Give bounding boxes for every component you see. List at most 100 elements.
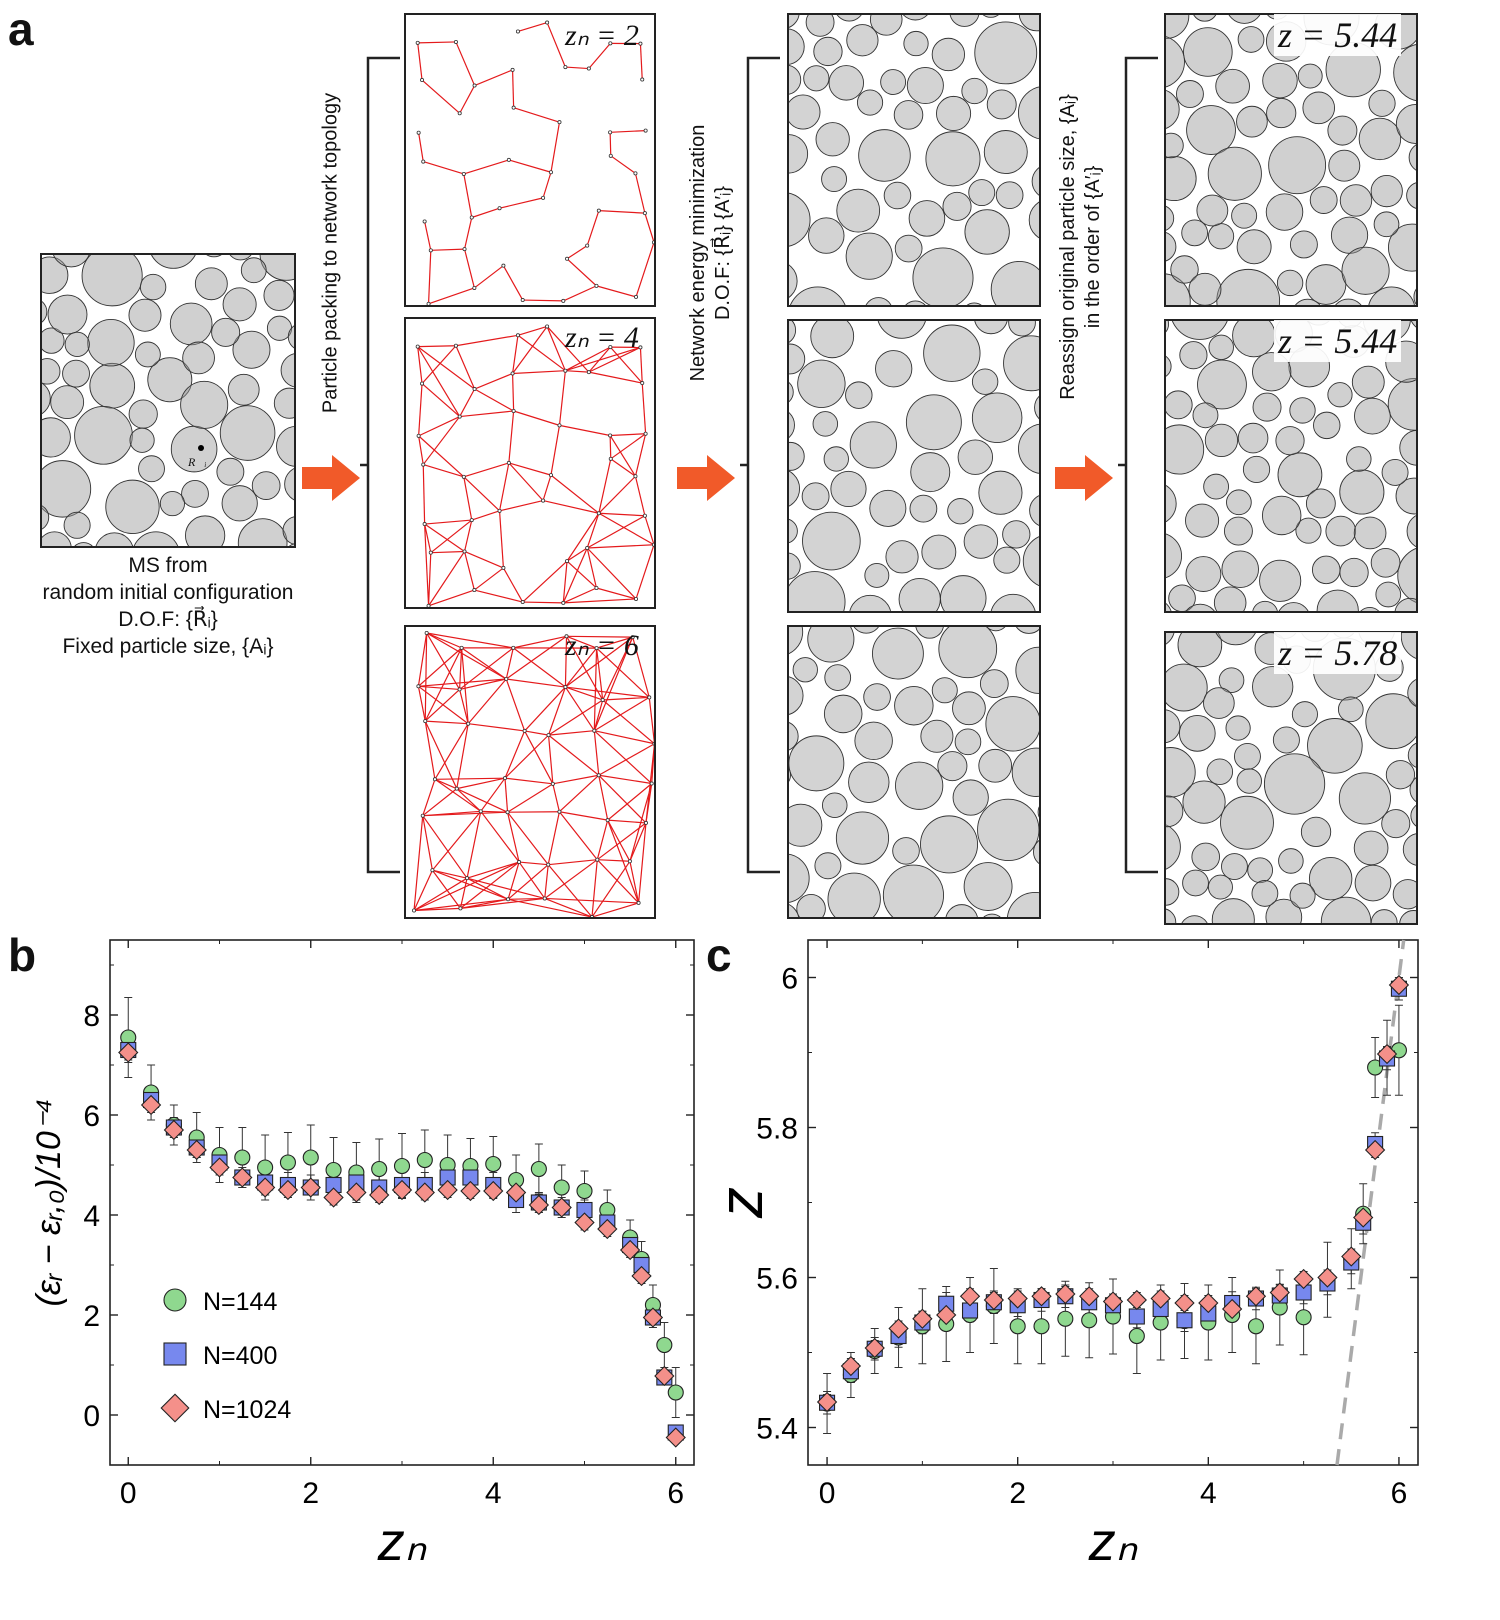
- network-panel-zn6: [404, 625, 656, 919]
- network-node: [608, 130, 613, 135]
- particle-disc: [1185, 503, 1220, 538]
- network-node: [472, 285, 477, 290]
- particle-disc: [1164, 663, 1208, 712]
- network-node: [557, 423, 562, 428]
- particle-disc: [1227, 13, 1262, 24]
- network-edge: [460, 861, 520, 909]
- particle-disc: [835, 811, 890, 865]
- particle-disc: [912, 247, 974, 307]
- particle-disc: [1225, 715, 1251, 741]
- network-edge: [598, 210, 645, 214]
- particle-disc: [908, 200, 946, 237]
- network-edge: [424, 632, 428, 722]
- network-edge: [463, 173, 473, 218]
- particle-disc: [276, 425, 296, 467]
- step3-line-1: Reassign original particle size, {Aᵢ}: [1057, 94, 1079, 400]
- particle-disc: [1180, 915, 1209, 925]
- network-edge: [552, 783, 560, 812]
- y-tick-label: 5.4: [756, 1413, 798, 1446]
- particle-disc: [1297, 63, 1323, 89]
- particle-disc: [1221, 853, 1248, 880]
- network-edge: [417, 346, 475, 390]
- particle-disc: [796, 893, 826, 919]
- network-edge: [417, 41, 456, 44]
- network-edge: [593, 730, 600, 776]
- particle-disc: [1305, 264, 1347, 305]
- particle-disc: [1237, 422, 1269, 454]
- particle-disc: [1339, 184, 1373, 217]
- network-edge: [424, 524, 430, 606]
- particle-disc: [63, 511, 91, 539]
- particle-disc: [808, 217, 845, 254]
- particle-disc: [1207, 146, 1262, 201]
- particle-disc: [957, 439, 994, 475]
- particle-disc: [858, 129, 911, 182]
- network-edge: [434, 778, 482, 812]
- particle-disc: [978, 748, 1013, 783]
- bracket: [740, 56, 780, 874]
- network-edge: [508, 159, 552, 173]
- particle-disc: [1247, 857, 1273, 884]
- network-edge: [591, 859, 598, 918]
- data-point: [118, 1042, 139, 1063]
- particle-disc: [1192, 13, 1218, 22]
- network-edge: [413, 869, 433, 911]
- network-node: [605, 818, 610, 823]
- network-edge: [550, 425, 561, 476]
- network-edge: [542, 172, 552, 199]
- network-edge: [609, 346, 643, 384]
- network-node: [548, 170, 553, 175]
- particle-disc: [1358, 117, 1402, 161]
- particle-disc: [263, 279, 295, 311]
- particle-disc: [1216, 268, 1281, 307]
- network-node: [649, 781, 654, 786]
- network-node: [461, 474, 466, 479]
- caption-line-1: MS from: [128, 554, 208, 577]
- network-edge: [591, 902, 639, 918]
- network-edge: [547, 686, 566, 736]
- network-edge: [468, 723, 525, 732]
- network-edge: [424, 720, 458, 789]
- data-point: [277, 1179, 299, 1201]
- data-point: [460, 1180, 481, 1202]
- particle-disc: [852, 625, 881, 634]
- network-edge: [544, 864, 549, 899]
- network-edge: [593, 730, 653, 784]
- data-point: [864, 1337, 885, 1359]
- data-point: [576, 1182, 593, 1200]
- network-node: [415, 40, 420, 45]
- network-node: [421, 462, 426, 467]
- particle-disc: [1208, 334, 1234, 361]
- particle-disc: [1387, 378, 1418, 431]
- network-edge: [596, 647, 650, 698]
- network-node: [457, 414, 462, 419]
- network-node: [522, 728, 527, 733]
- particle-disc: [1407, 742, 1418, 769]
- network-node: [561, 298, 566, 303]
- particle-disc: [856, 89, 884, 116]
- particle-disc: [1406, 181, 1418, 210]
- particle-disc: [1221, 550, 1259, 588]
- y-tick-label: 8: [83, 1000, 100, 1033]
- particle-disc: [1402, 832, 1418, 866]
- step3-line-2: in the order of {A′ᵢ}: [1082, 165, 1104, 329]
- network-edge: [598, 512, 655, 546]
- particle-disc: [787, 675, 804, 716]
- network-edge: [513, 410, 560, 426]
- network-node: [541, 195, 546, 200]
- particle-disc: [1394, 597, 1418, 613]
- particle-disc: [931, 677, 958, 704]
- particle-disc: [875, 350, 913, 388]
- network-node: [557, 809, 562, 814]
- particle-disc: [995, 181, 1024, 210]
- network-edge: [504, 778, 509, 813]
- network-edge: [499, 197, 544, 209]
- network-edge: [474, 372, 513, 390]
- particle-disc: [787, 441, 805, 471]
- y-tick-label: 2: [83, 1300, 100, 1333]
- data-point: [1057, 1310, 1074, 1327]
- network-edge: [610, 458, 636, 477]
- particle-disc: [915, 625, 945, 639]
- network-node: [642, 513, 647, 518]
- particle-disc: [979, 669, 1009, 698]
